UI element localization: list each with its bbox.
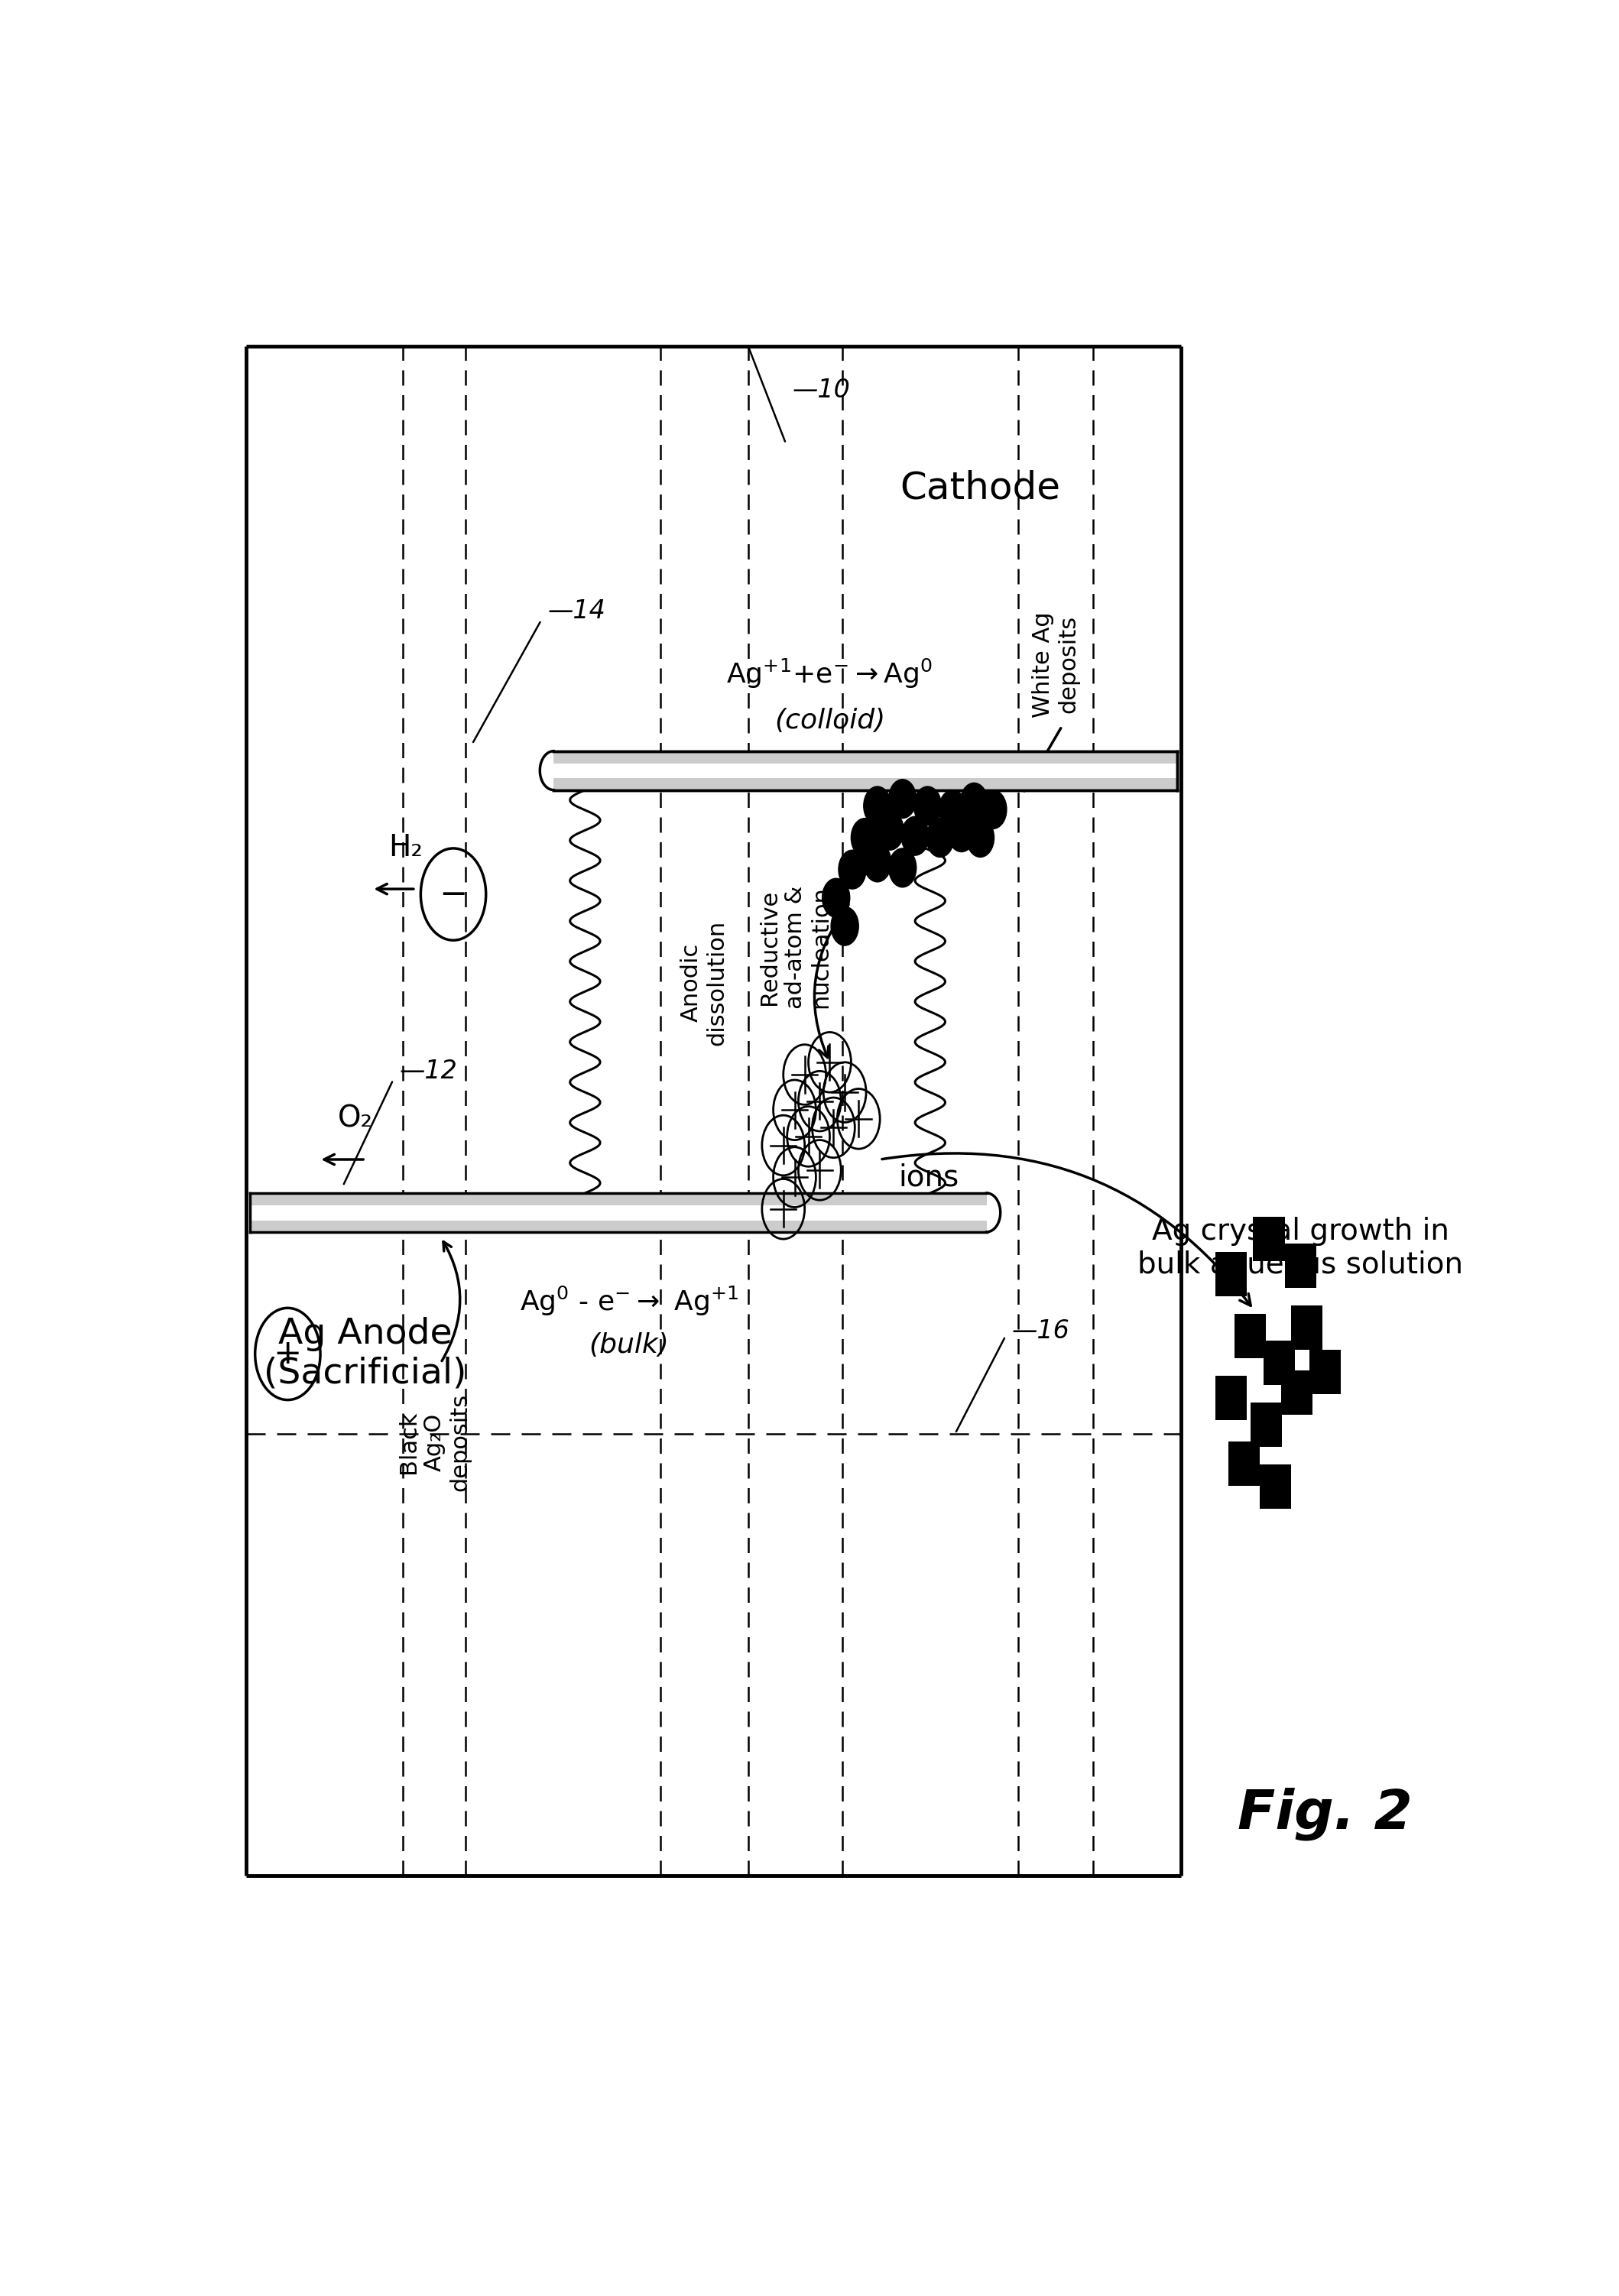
- Circle shape: [831, 907, 858, 946]
- Text: Ag$^{+1}$+e$^{-}$$\rightarrow$Ag$^{0}$: Ag$^{+1}$+e$^{-}$$\rightarrow$Ag$^{0}$: [727, 657, 933, 689]
- Circle shape: [926, 817, 954, 856]
- Text: —14: —14: [547, 599, 606, 625]
- Text: —16: —16: [1012, 1318, 1070, 1343]
- Circle shape: [967, 817, 994, 856]
- Text: White Ag
deposits: White Ag deposits: [1031, 611, 1080, 716]
- Circle shape: [852, 817, 879, 856]
- Circle shape: [960, 783, 988, 822]
- Text: −: −: [439, 877, 468, 912]
- Bar: [1263, 1341, 1295, 1384]
- Bar: [554, 765, 1177, 778]
- Text: O₂: O₂: [338, 1104, 372, 1132]
- Circle shape: [889, 847, 916, 886]
- Text: —10: —10: [792, 379, 850, 404]
- Bar: [249, 1194, 986, 1233]
- Bar: [1234, 1313, 1266, 1359]
- Bar: [554, 765, 1177, 778]
- Circle shape: [839, 850, 866, 889]
- Circle shape: [863, 843, 890, 882]
- Bar: [1281, 1371, 1311, 1414]
- Circle shape: [863, 788, 890, 824]
- Text: +: +: [274, 1339, 303, 1371]
- Bar: [554, 751, 1177, 790]
- Bar: [249, 1205, 986, 1219]
- Text: Black
Ag₂O
deposits: Black Ag₂O deposits: [398, 1394, 471, 1492]
- Circle shape: [876, 810, 903, 850]
- Text: Reductive
ad-atom &
nucleation: Reductive ad-atom & nucleation: [758, 886, 832, 1008]
- Circle shape: [822, 879, 850, 918]
- Circle shape: [902, 817, 929, 856]
- Bar: [1253, 1217, 1284, 1261]
- Bar: [554, 751, 1177, 790]
- Text: H₂: H₂: [389, 833, 423, 863]
- Circle shape: [947, 813, 975, 852]
- Text: Ag$^{0}$ - e$^{-}$$\rightarrow$ Ag$^{+1}$: Ag$^{0}$ - e$^{-}$$\rightarrow$ Ag$^{+1}…: [520, 1283, 738, 1318]
- Text: —12: —12: [400, 1058, 457, 1084]
- Text: Ag Anode
(Sacrificial): Ag Anode (Sacrificial): [264, 1318, 466, 1391]
- Circle shape: [939, 790, 967, 829]
- Text: (colloid): (colloid): [774, 707, 886, 735]
- Bar: [1290, 1306, 1323, 1350]
- Bar: [1260, 1465, 1290, 1508]
- Bar: [1310, 1350, 1341, 1394]
- Bar: [1216, 1375, 1247, 1421]
- Circle shape: [889, 778, 916, 817]
- Text: ions: ions: [899, 1162, 960, 1192]
- Bar: [1229, 1442, 1260, 1486]
- Circle shape: [913, 788, 941, 824]
- Text: Fig. 2: Fig. 2: [1239, 1786, 1413, 1839]
- Text: (bulk): (bulk): [589, 1332, 669, 1359]
- Text: Ag crystal growth in
bulk aqueous solution: Ag crystal growth in bulk aqueous soluti…: [1138, 1217, 1464, 1279]
- Text: Anodic
dissolution: Anodic dissolution: [680, 921, 729, 1045]
- Circle shape: [979, 790, 1007, 829]
- Bar: [1284, 1244, 1316, 1288]
- Bar: [1251, 1403, 1282, 1446]
- Bar: [1216, 1251, 1247, 1297]
- Text: Cathode: Cathode: [900, 468, 1060, 505]
